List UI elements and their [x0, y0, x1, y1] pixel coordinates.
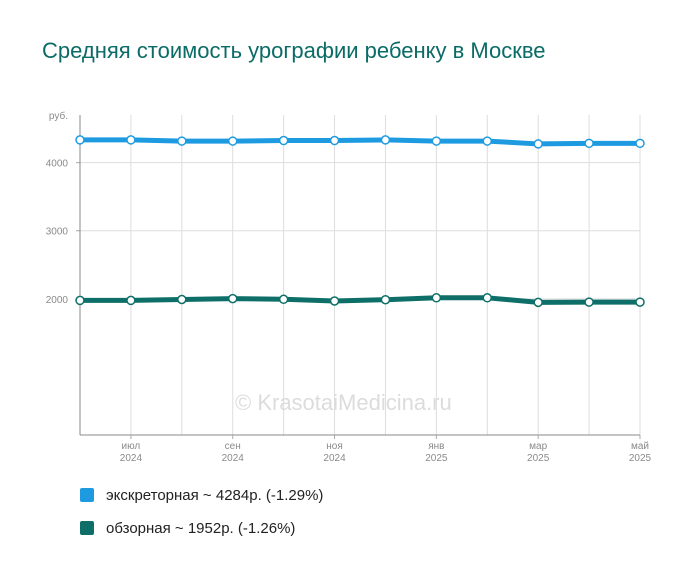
legend-label: экскреторная ~ 4284р. (-1.29%) — [106, 486, 324, 504]
legend-swatch — [80, 521, 94, 535]
x-tick-month: ноя — [326, 441, 343, 452]
chart-grid — [80, 115, 641, 435]
series-line — [77, 137, 643, 147]
data-point — [380, 135, 391, 145]
data-point — [533, 139, 543, 149]
data-point — [278, 135, 289, 146]
x-tick-year: 2024 — [323, 453, 346, 464]
y-tick-label: 3000 — [46, 227, 69, 238]
x-tick-year: 2024 — [222, 453, 245, 464]
data-point — [177, 136, 187, 146]
x-tick-year: 2025 — [425, 453, 448, 464]
data-point — [431, 136, 442, 146]
series-line — [77, 295, 643, 305]
data-point — [431, 293, 442, 303]
data-point — [482, 136, 493, 146]
legend-item-excretory[interactable]: экскреторная ~ 4284р. (-1.29%) — [80, 485, 323, 505]
x-axis-ticks: июл2024сен2024ноя2024янв2025мар2025май20… — [120, 441, 652, 464]
data-point — [635, 138, 645, 149]
data-point — [584, 297, 594, 307]
data-point — [75, 135, 85, 145]
data-point — [177, 294, 187, 305]
legend-swatch — [80, 488, 94, 502]
legend-item-plain[interactable]: обзорная ~ 1952р. (-1.26%) — [80, 518, 323, 538]
data-point — [75, 295, 85, 306]
x-tick-year: 2025 — [527, 453, 550, 464]
x-tick-month: сен — [225, 441, 241, 452]
data-point — [533, 297, 543, 308]
data-point — [227, 293, 238, 304]
x-tick-year: 2024 — [120, 453, 143, 464]
x-tick-month: янв — [428, 441, 444, 452]
watermark: © KrasotaiMedicina.ru — [235, 390, 452, 415]
y-tick-label: 4000 — [46, 159, 69, 170]
data-point — [380, 294, 391, 305]
data-point — [635, 297, 645, 307]
data-point — [278, 294, 289, 305]
x-tick-year: 2025 — [629, 453, 652, 464]
data-point — [227, 136, 238, 146]
x-tick-month: мар — [529, 441, 547, 452]
chart-series — [75, 135, 645, 308]
data-point — [126, 135, 136, 145]
x-tick-month: май — [631, 441, 649, 452]
data-point — [126, 295, 136, 306]
chart-title: Средняя стоимость урографии ребенку в Мо… — [42, 38, 546, 63]
chart-legend: экскреторная ~ 4284р. (-1.29%) обзорная … — [80, 485, 323, 551]
data-point — [482, 293, 493, 303]
data-point — [329, 296, 340, 306]
x-tick-month: июл — [122, 441, 141, 452]
legend-label: обзорная ~ 1952р. (-1.26%) — [106, 519, 296, 537]
y-unit-label: руб. — [49, 110, 68, 122]
y-axis-ticks: 2000 3000 4000 руб. — [46, 110, 69, 306]
data-point — [584, 138, 594, 149]
data-point — [329, 135, 340, 146]
y-tick-label: 2000 — [46, 295, 69, 306]
